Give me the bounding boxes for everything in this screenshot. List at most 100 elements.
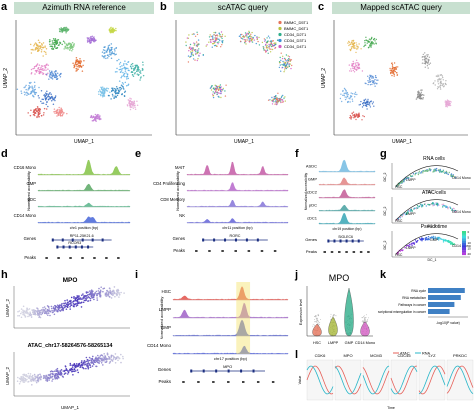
- legend-entry: BMMC_D6T1: [284, 26, 309, 31]
- umap-point: [116, 92, 118, 95]
- umap-point: [440, 78, 442, 80]
- umap-point: [354, 91, 357, 94]
- panel-l: l CDK6 MPO MCM3 CDC45 LYZ PRKDC Value Time ATAC R…: [293, 350, 474, 412]
- feature-point: [57, 309, 59, 311]
- coverage-track: pDC: [28, 197, 131, 208]
- umap-point: [118, 63, 121, 65]
- umap-point: [126, 75, 129, 78]
- feature-point: [69, 308, 71, 310]
- umap-point: [245, 43, 247, 45]
- umap-point: [393, 62, 396, 64]
- feature-point: [118, 357, 121, 359]
- feature-point: [112, 358, 115, 360]
- cell-point: [441, 238, 443, 241]
- umap-point: [106, 57, 109, 59]
- feature-point: [22, 374, 25, 376]
- umap-point: [136, 100, 138, 102]
- umap-point: [376, 79, 378, 81]
- umap-point: [141, 69, 144, 71]
- umap-point: [215, 37, 218, 39]
- peak-mark: [45, 257, 48, 259]
- feature-point: [17, 315, 19, 317]
- feature-point: [80, 363, 83, 366]
- umap-point: [270, 40, 272, 42]
- umap-point: [121, 65, 123, 67]
- umap-point: [55, 69, 57, 72]
- umap-point: [59, 110, 62, 112]
- feature-point: [75, 366, 77, 368]
- legend-entry: CD34_D4T1: [284, 44, 307, 49]
- feature-point: [101, 360, 103, 362]
- trend-plot: MCM3: [362, 353, 390, 401]
- umap-point: [102, 89, 105, 92]
- umap-point: [51, 97, 54, 100]
- umap-point: [37, 66, 40, 69]
- umap-point: [51, 78, 54, 80]
- umap-point: [123, 62, 125, 65]
- umap-point: [276, 101, 278, 103]
- umap-point: [437, 79, 439, 81]
- umap-point: [187, 55, 190, 57]
- umap-point: [350, 70, 353, 72]
- umap-point: [214, 91, 216, 94]
- panel-letter: g: [380, 148, 387, 160]
- umap-point: [342, 94, 344, 97]
- feature-point: [70, 296, 73, 299]
- y-axis-label-top: UMAP_2: [5, 299, 10, 318]
- umap-point: [122, 71, 124, 74]
- feature-point: [76, 295, 78, 297]
- feature-point: [54, 304, 56, 307]
- umap-point: [366, 103, 369, 106]
- umap-point: [50, 48, 53, 50]
- feature-point: [91, 358, 94, 361]
- cell-point: [401, 215, 403, 218]
- cell-point: [446, 205, 448, 208]
- feature-point: [120, 291, 122, 294]
- umap-point: [218, 32, 220, 35]
- umap-point: [66, 44, 69, 46]
- feature-point: [36, 375, 39, 378]
- umap-point: [51, 45, 53, 48]
- umap-point: [375, 38, 377, 41]
- umap-point: [271, 43, 274, 46]
- feature-point: [113, 291, 115, 293]
- umap-point: [369, 39, 372, 41]
- y-axis-label: DC_2: [383, 172, 387, 181]
- umap-point: [89, 42, 91, 44]
- umap-point: [36, 44, 38, 47]
- umap-point: [244, 35, 247, 37]
- umap-point: [352, 69, 354, 72]
- umap-point: [40, 48, 43, 51]
- umap-point: [392, 69, 395, 72]
- x-axis-label: UMAP_1: [74, 139, 94, 145]
- umap-point: [356, 93, 358, 96]
- peak-mark: [208, 250, 211, 252]
- umap-point: [358, 43, 360, 45]
- umap-point: [40, 114, 43, 117]
- umap-point: [194, 59, 196, 61]
- umap-point: [196, 52, 198, 55]
- feature-point: [19, 380, 22, 383]
- umap-point: [277, 92, 279, 95]
- feature-point: [76, 369, 79, 371]
- umap-point: [43, 112, 45, 114]
- highlight-region: [236, 282, 251, 354]
- feature-point: [48, 377, 51, 380]
- legend-entry: BMMC_D5T1: [284, 20, 309, 25]
- cell-point: [437, 237, 439, 240]
- coverage-area: [186, 218, 289, 224]
- y-axis-label: Normalized accessibility: [304, 173, 308, 211]
- feature-point: [74, 364, 77, 367]
- umap-point: [373, 39, 375, 41]
- feature-point: [109, 361, 111, 363]
- umap-point: [69, 42, 72, 45]
- umap-point: [53, 98, 55, 101]
- cell-point: [422, 172, 424, 174]
- umap-points: [185, 30, 293, 106]
- umap-point: [268, 43, 270, 46]
- feature-point: [86, 362, 89, 365]
- feature-point: [90, 294, 93, 296]
- cell-point: [415, 208, 418, 210]
- exon: [87, 245, 90, 249]
- feature-point: [100, 362, 103, 364]
